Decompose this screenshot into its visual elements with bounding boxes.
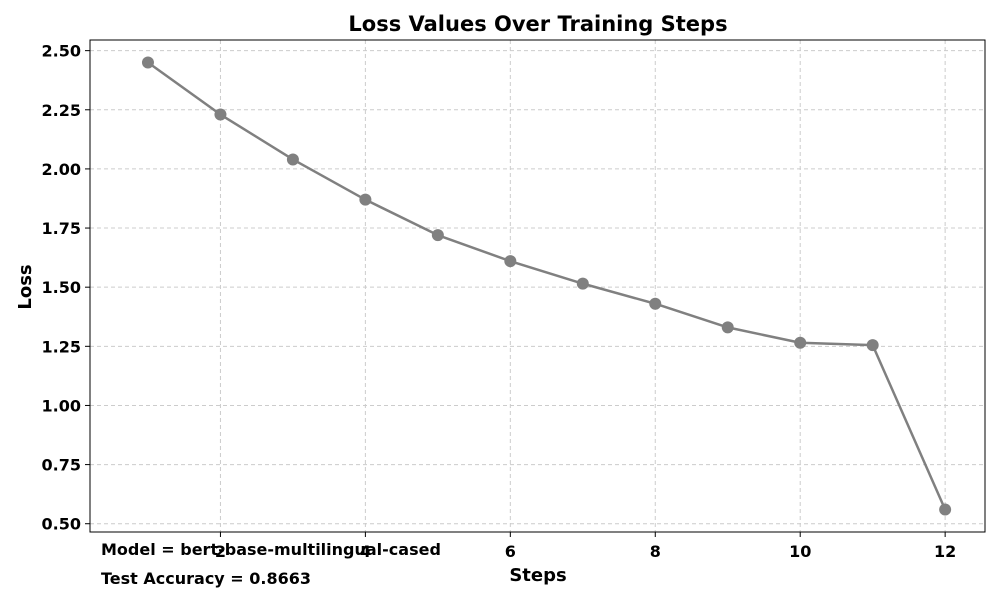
- chart-title: Loss Values Over Training Steps: [348, 12, 727, 36]
- data-point: [504, 255, 517, 268]
- x-tick-label: 12: [934, 542, 956, 561]
- data-point: [286, 153, 299, 166]
- model-annotation: Model = bert-base-multilingual-cased: [101, 540, 441, 559]
- y-tick-label: 1.00: [42, 396, 81, 415]
- y-axis-ticks: 0.50 0.75 1.00 1.25 1.50 1.75 2.00 2.25 2.50: [42, 42, 90, 534]
- y-tick-label: 0.75: [42, 456, 81, 475]
- y-tick-label: 2.00: [42, 160, 81, 179]
- y-tick-label: 0.50: [42, 515, 81, 534]
- data-point: [214, 108, 227, 121]
- y-axis-label: Loss: [15, 264, 36, 309]
- data-point: [576, 277, 589, 290]
- x-axis-label: Steps: [509, 565, 566, 586]
- x-tick-label: 2: [215, 542, 226, 561]
- grid-lines: [90, 40, 985, 532]
- plot-frame: [89, 39, 986, 533]
- y-tick-label: 2.25: [42, 101, 81, 120]
- data-point: [721, 321, 734, 334]
- y-tick-label: 1.50: [42, 278, 81, 297]
- y-tick-label: 1.25: [42, 337, 81, 356]
- data-point: [359, 193, 372, 206]
- series-line: [147, 61, 947, 511]
- data-point: [794, 336, 807, 349]
- x-tick-label: 6: [505, 542, 516, 561]
- data-point: [649, 297, 662, 310]
- x-tick-label: 4: [360, 542, 371, 561]
- y-tick-label: 1.75: [42, 219, 81, 238]
- series-loss: [141, 56, 952, 516]
- x-tick-label: 8: [650, 542, 661, 561]
- data-point: [431, 229, 444, 242]
- accuracy-annotation: Test Accuracy = 0.8663: [101, 569, 311, 588]
- y-tick-label: 2.50: [42, 42, 81, 61]
- data-point: [141, 56, 154, 69]
- data-point: [939, 503, 952, 516]
- data-point: [866, 339, 879, 352]
- x-tick-label: 10: [789, 542, 811, 561]
- x-axis-ticks: 2 4 6 8 10 12: [215, 532, 956, 561]
